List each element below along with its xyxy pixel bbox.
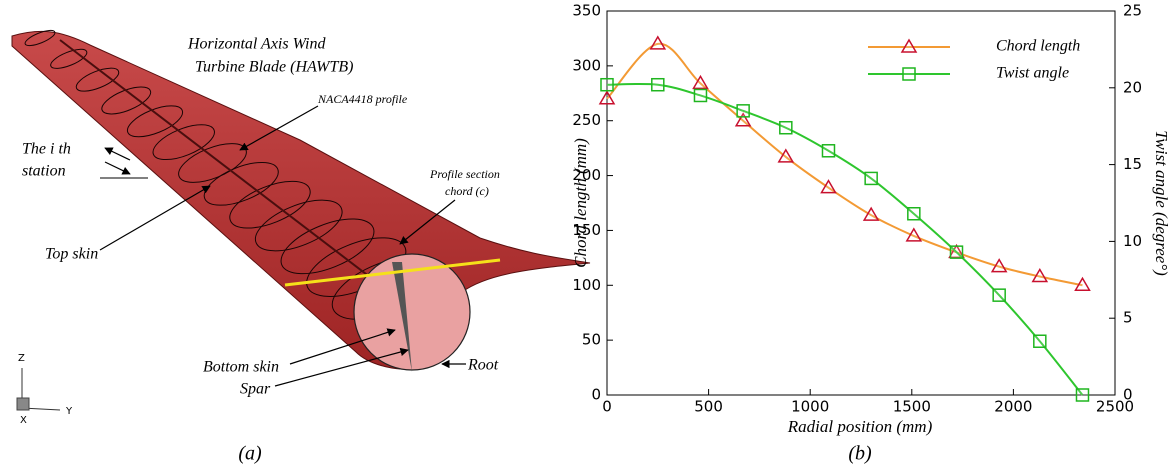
top-skin-label: Top skin xyxy=(45,246,98,263)
x-tick-label: 500 xyxy=(694,398,723,416)
arrow xyxy=(275,350,408,386)
data-point xyxy=(737,105,749,117)
y2-axis-title: Twist angle (degree°) xyxy=(1152,130,1171,276)
y2-tick-label: 10 xyxy=(1123,232,1142,250)
y2-tick-label: 15 xyxy=(1123,155,1142,173)
legend-label: Chord length xyxy=(996,38,1080,55)
y-axis-title: Chord length (mm) xyxy=(571,138,590,268)
x-axis-title: Radial position (mm) xyxy=(787,417,933,436)
legend-label: Twist angle xyxy=(996,65,1069,82)
data-point xyxy=(865,172,877,184)
profile-label: NACA4418 profile xyxy=(317,92,408,106)
arrow xyxy=(105,162,130,174)
data-point xyxy=(1034,335,1046,347)
arrow xyxy=(105,148,130,160)
axis-z-label: Z xyxy=(18,353,25,364)
y2-tick-label: 0 xyxy=(1123,386,1133,404)
data-point xyxy=(651,37,665,49)
data-point xyxy=(780,122,792,134)
bottom-skin-label: Bottom skin xyxy=(203,359,279,376)
data-point xyxy=(951,246,963,258)
spar-label: Spar xyxy=(240,381,271,398)
axis-y-label: Y xyxy=(65,406,73,417)
y-tick-label: 100 xyxy=(572,276,601,294)
y-tick-label: 300 xyxy=(572,56,601,74)
arrow xyxy=(100,186,210,250)
data-point xyxy=(652,79,664,91)
blade-body xyxy=(12,31,590,369)
x-tick-label: 0 xyxy=(602,398,612,416)
y-tick-label: 50 xyxy=(582,331,601,349)
x-tick-label: 1500 xyxy=(893,398,931,416)
chord-label: Profile section xyxy=(429,167,500,181)
chord-label: chord (c) xyxy=(445,184,489,198)
data-point xyxy=(601,79,613,91)
blade-diagram: Horizontal Axis Wind Turbine Blade (HAWT… xyxy=(12,27,590,464)
x-tick-label: 1000 xyxy=(791,398,829,416)
diagram-title: Turbine Blade (HAWTB) xyxy=(195,59,354,76)
data-point xyxy=(908,208,920,220)
station-label: station xyxy=(22,163,66,180)
axis-x-label: X xyxy=(20,415,27,426)
station-label: The i th xyxy=(22,141,71,158)
y-tick-label: 250 xyxy=(572,111,601,129)
data-point xyxy=(821,181,835,193)
diagram-title: Horizontal Axis Wind xyxy=(187,36,326,53)
y2-tick-label: 5 xyxy=(1123,309,1133,327)
series-line xyxy=(607,84,1082,395)
y-tick-label: 200 xyxy=(572,166,601,184)
legend-marker xyxy=(903,68,915,80)
y2-tick-label: 25 xyxy=(1123,2,1142,20)
caption: (b) xyxy=(848,443,872,465)
y-tick-label: 0 xyxy=(591,386,601,404)
x-tick-label: 2000 xyxy=(994,398,1032,416)
data-point xyxy=(1076,389,1088,401)
y-tick-label: 350 xyxy=(572,2,601,20)
data-point xyxy=(864,208,878,220)
caption: (a) xyxy=(238,443,262,465)
data-point xyxy=(694,89,706,101)
figure: Horizontal Axis Wind Turbine Blade (HAWT… xyxy=(0,0,1174,468)
chart: Radial position (mm) Chord length (mm) T… xyxy=(571,2,1171,465)
data-point xyxy=(993,289,1005,301)
y2-tick-label: 20 xyxy=(1123,78,1142,96)
y-tick-label: 150 xyxy=(572,221,601,239)
data-point xyxy=(822,145,834,157)
data-point xyxy=(907,229,921,241)
root-label: Root xyxy=(467,357,499,374)
axis-cube xyxy=(17,398,29,410)
